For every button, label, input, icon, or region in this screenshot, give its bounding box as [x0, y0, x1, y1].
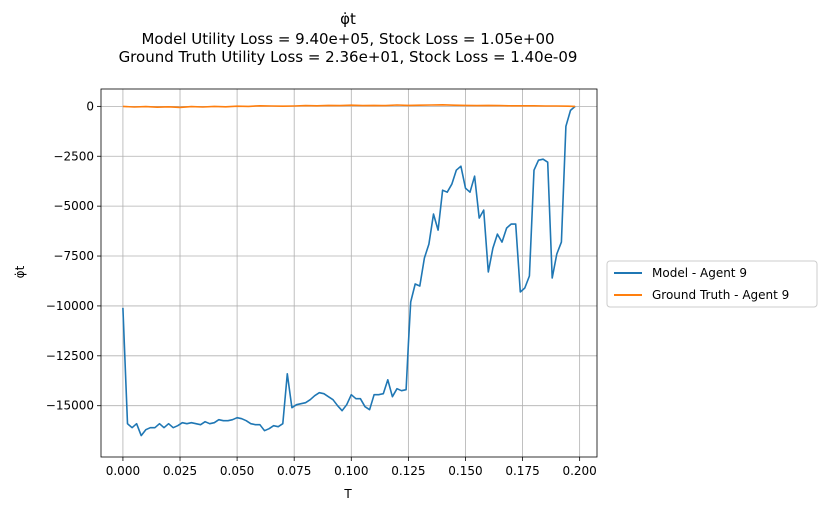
x-axis-label: T — [343, 487, 352, 501]
legend-label-ground-truth: Ground Truth - Agent 9 — [652, 288, 789, 302]
x-tick-label: 0.025 — [163, 464, 197, 478]
y-tick-label: −7500 — [53, 249, 94, 263]
legend: Model - Agent 9 Ground Truth - Agent 9 — [606, 260, 818, 308]
chart-subtitle-line-2: Ground Truth Utility Loss = 2.36e+01, St… — [119, 48, 578, 66]
plot-frame — [100, 88, 598, 458]
series-line-model — [122, 105, 576, 437]
chart-subtitle-line-1: Model Utility Loss = 9.40e+05, Stock Los… — [141, 30, 554, 48]
x-tick-label: 0.175 — [505, 464, 539, 478]
grid-lines — [101, 89, 597, 457]
series-line-ground-truth — [122, 104, 576, 109]
axis-ticks: 0.000 0.025 0.050 0.075 0.100 0.125 0.150 0.175… — [46, 99, 597, 478]
y-tick-label: −12500 — [46, 349, 94, 363]
series-lines — [122, 104, 576, 437]
y-tick-label: −10000 — [46, 299, 94, 313]
legend-label-model: Model - Agent 9 — [652, 266, 747, 280]
x-tick-label: 0.150 — [448, 464, 482, 478]
x-tick-label: 0.050 — [220, 464, 254, 478]
x-tick-label: 0.200 — [562, 464, 596, 478]
y-axis-label: φ̇t — [13, 265, 27, 278]
x-tick-label: 0.075 — [277, 464, 311, 478]
x-tick-label: 0.100 — [334, 464, 368, 478]
x-tick-label: 0.000 — [106, 464, 140, 478]
chart-title: φ̇t — [340, 10, 356, 28]
y-tick-label: −15000 — [46, 399, 94, 413]
x-tick-label: 0.125 — [391, 464, 425, 478]
y-tick-label: −2500 — [53, 149, 94, 163]
legend-box — [606, 260, 818, 308]
y-tick-label: 0 — [86, 99, 94, 113]
y-tick-label: −5000 — [53, 199, 94, 213]
